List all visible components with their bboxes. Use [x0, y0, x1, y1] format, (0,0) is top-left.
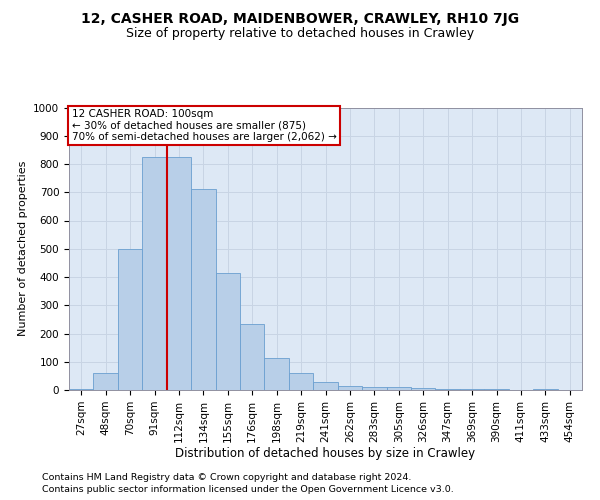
- Text: 12, CASHER ROAD, MAIDENBOWER, CRAWLEY, RH10 7JG: 12, CASHER ROAD, MAIDENBOWER, CRAWLEY, R…: [81, 12, 519, 26]
- Bar: [191, 190, 215, 390]
- Bar: [240, 324, 265, 390]
- Bar: [411, 388, 436, 390]
- Bar: [386, 387, 411, 390]
- X-axis label: Distribution of detached houses by size in Crawley: Distribution of detached houses by size …: [175, 448, 476, 460]
- Text: 12 CASHER ROAD: 100sqm
← 30% of detached houses are smaller (875)
70% of semi-de: 12 CASHER ROAD: 100sqm ← 30% of detached…: [71, 109, 337, 142]
- Bar: [118, 248, 142, 390]
- Bar: [265, 358, 289, 390]
- Y-axis label: Number of detached properties: Number of detached properties: [17, 161, 28, 336]
- Text: Contains HM Land Registry data © Crown copyright and database right 2024.: Contains HM Land Registry data © Crown c…: [42, 472, 412, 482]
- Bar: [94, 373, 118, 390]
- Bar: [338, 386, 362, 390]
- Bar: [215, 273, 240, 390]
- Bar: [436, 388, 460, 390]
- Bar: [460, 389, 484, 390]
- Bar: [313, 382, 338, 390]
- Bar: [362, 386, 386, 390]
- Bar: [69, 388, 94, 390]
- Text: Contains public sector information licensed under the Open Government Licence v3: Contains public sector information licen…: [42, 485, 454, 494]
- Bar: [142, 157, 167, 390]
- Bar: [167, 157, 191, 390]
- Text: Size of property relative to detached houses in Crawley: Size of property relative to detached ho…: [126, 28, 474, 40]
- Bar: [533, 388, 557, 390]
- Bar: [289, 373, 313, 390]
